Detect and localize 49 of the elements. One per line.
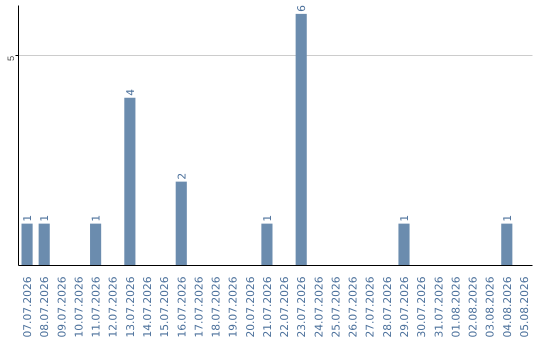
bar (296, 14, 307, 266)
x-tick-label: 24.07.2026 (312, 276, 326, 338)
data-label: 4 (124, 88, 137, 96)
bar (38, 224, 50, 266)
x-tick-label: 01.08.2026 (449, 276, 462, 338)
bar (22, 224, 33, 266)
bar (398, 224, 410, 266)
data-label: 2 (175, 172, 188, 180)
data-label: 1 (260, 214, 274, 222)
x-tick-label: 27.07.2026 (364, 276, 377, 338)
x-tick-label: 10.07.2026 (72, 276, 86, 338)
x-tick-label: 12.07.2026 (106, 276, 120, 338)
x-tick-label: 15.07.2026 (158, 276, 172, 338)
x-tick-label: 08.07.2026 (38, 276, 52, 338)
x-tick-label: 26.07.2026 (346, 276, 360, 338)
data-label: 1 (21, 214, 34, 222)
y-tick-label: 5 (6, 56, 16, 62)
data-label: 1 (398, 214, 411, 222)
data-label: 1 (90, 214, 103, 222)
x-tick-label: 29.07.2026 (398, 276, 411, 338)
x-tick-label: 02.08.2026 (466, 276, 480, 338)
x-tick-label: 14.07.2026 (141, 276, 154, 338)
data-label: 1 (38, 214, 52, 222)
x-tick-label: 17.07.2026 (192, 276, 206, 338)
x-tick-label: 28.07.2026 (380, 276, 394, 338)
x-tick-label: 04.08.2026 (500, 276, 514, 338)
x-tick-label: 03.08.2026 (484, 276, 497, 338)
bar (176, 182, 187, 266)
x-tick-label: 11.07.2026 (90, 276, 103, 338)
x-tick-label: 21.07.2026 (260, 276, 274, 338)
x-tick-label: 30.07.2026 (415, 276, 428, 338)
x-tick-label: 22.07.2026 (278, 276, 292, 338)
bar (124, 98, 136, 266)
bar (501, 224, 512, 266)
x-tick-label: 25.07.2026 (329, 276, 342, 338)
x-tick-label: 13.07.2026 (124, 276, 137, 338)
x-tick-label: 07.07.2026 (21, 276, 34, 338)
x-tick-label: 31.07.2026 (432, 276, 446, 338)
x-tick-label: 19.07.2026 (226, 276, 240, 338)
data-label: 1 (500, 214, 514, 222)
x-tick-label: 23.07.2026 (295, 276, 308, 338)
x-tick-label: 20.07.2026 (244, 276, 257, 338)
x-tick-label: 09.07.2026 (55, 276, 68, 338)
data-label: 6 (295, 4, 308, 12)
x-tick-label: 16.07.2026 (175, 276, 188, 338)
x-tick-label: 18.07.2026 (210, 276, 223, 338)
bar (90, 224, 102, 266)
bar (261, 224, 272, 266)
x-tick-label: 05.08.2026 (518, 276, 531, 338)
